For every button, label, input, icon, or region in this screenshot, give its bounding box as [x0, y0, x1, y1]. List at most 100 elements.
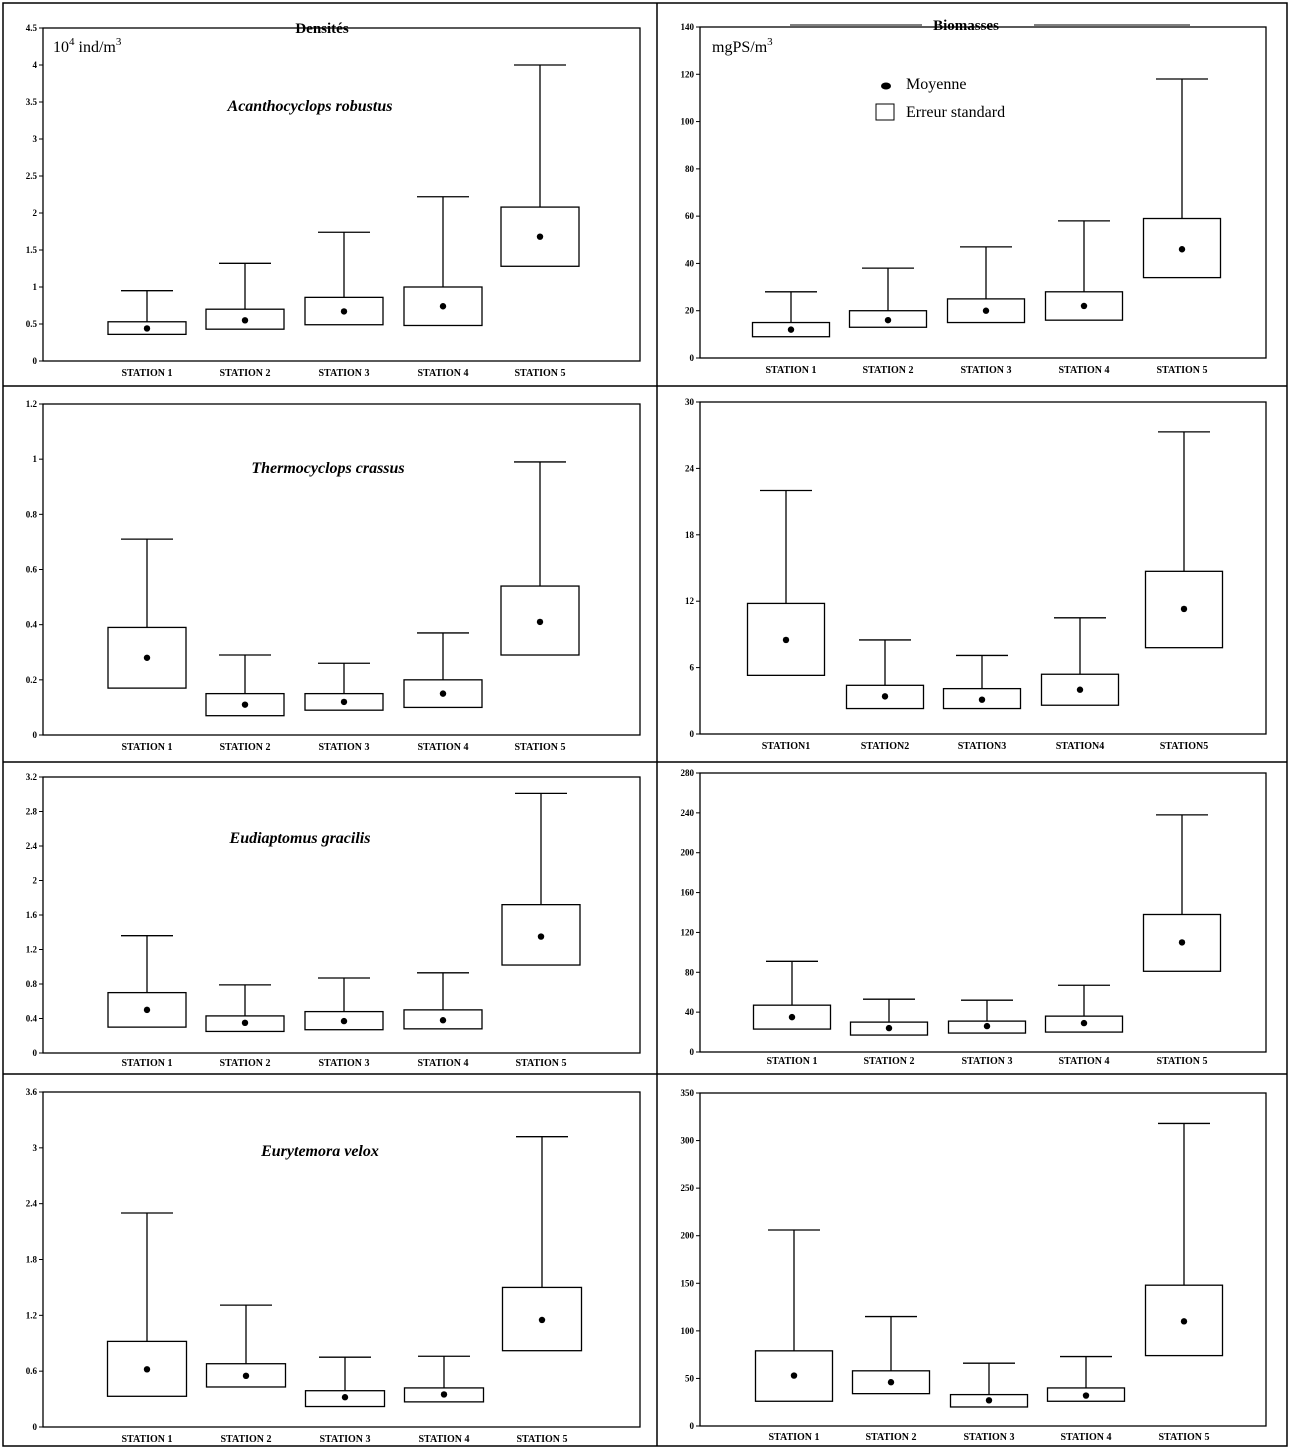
category-label: STATION 3: [318, 1058, 369, 1069]
mean-point: [536, 618, 544, 626]
y-tick-label: 100: [681, 117, 695, 127]
y-tick-label: 1.2: [26, 399, 38, 409]
mean-point: [1180, 605, 1188, 613]
species-title: Eudiaptomus gracilis: [229, 830, 371, 847]
category-label: STATION 4: [417, 368, 468, 379]
category-label: STATION 5: [514, 368, 565, 379]
category-label: STATION1: [762, 741, 811, 752]
y-tick-label: 40: [685, 258, 695, 268]
mean-point: [1076, 686, 1084, 693]
panel-densite-acanthocyclops: 0 0.5 1 1.5 2 2.5 3 3.5 4 4.5 STATION 1 STATION 2 ST…: [26, 23, 641, 379]
category-label: STATION 1: [766, 1056, 817, 1067]
category-label: STATION 4: [418, 1434, 469, 1445]
left-title-group: Densités: [148, 21, 540, 37]
panel-densite-eurytemora: 0 0.6 1.2 1.8 2.4 3 3.6 STATION 1 STATION 2 STATI…: [26, 1087, 641, 1445]
y-tick-label: 18: [685, 530, 695, 540]
category-label: STATION 5: [1156, 1056, 1207, 1067]
y-tick-label: 2: [33, 876, 38, 886]
mean-point: [884, 316, 892, 324]
panel-densite-thermocyclops: 0 0.2 0.4 0.6 0.8 1 1.2 STATION 1 STATION 2 STATI…: [26, 399, 641, 753]
y-tick-label: 1.2: [26, 1310, 38, 1320]
y-tick-label: 1.2: [26, 945, 38, 955]
mean-point: [242, 1372, 250, 1380]
legend-mean-marker: [881, 82, 891, 90]
y-tick-label: 150: [681, 1278, 695, 1288]
category-label: STATION 3: [960, 365, 1011, 376]
category-label: STATION 1: [121, 1434, 172, 1445]
mean-point: [985, 1397, 993, 1404]
category-label: STATION 4: [1058, 365, 1109, 376]
legend-se-label: Erreur standard: [906, 104, 1005, 121]
category-label: STATION 5: [515, 1058, 566, 1069]
panel-biomasse-eurytemora: 0 50 100 150 200 250 300 350 STATION 1 STATION 2 S…: [681, 1088, 1267, 1443]
mean-point: [790, 1372, 798, 1379]
mean-point: [881, 693, 889, 700]
mean-point: [241, 317, 249, 324]
category-label: STATION 4: [1060, 1432, 1111, 1443]
mean-point: [782, 636, 790, 644]
category-label: STATION4: [1056, 741, 1105, 752]
y-tick-label: 0.6: [26, 565, 38, 575]
category-label: STATION 2: [863, 1056, 914, 1067]
legend: Moyenne Erreur standard: [875, 76, 1005, 121]
y-tick-label: 0: [690, 1421, 695, 1431]
mean-point: [241, 701, 249, 708]
mean-point: [440, 1391, 448, 1398]
mean-point: [439, 690, 447, 697]
mean-point: [1080, 302, 1088, 310]
mean-point: [537, 933, 545, 940]
category-label: STATION 3: [318, 742, 369, 753]
category-label: STATION 3: [318, 368, 369, 379]
mean-point: [1080, 1019, 1088, 1027]
mean-point: [143, 1006, 151, 1014]
mean-point: [885, 1024, 893, 1032]
y-tick-label: 0: [33, 356, 38, 366]
category-label: STATION 5: [1158, 1432, 1209, 1443]
y-tick-label: 160: [681, 888, 695, 898]
mean-point: [978, 696, 986, 703]
category-label: STATION 2: [865, 1432, 916, 1443]
y-tick-label: 60: [685, 211, 695, 221]
y-tick-label: 350: [681, 1088, 695, 1098]
y-tick-label: 1: [33, 282, 38, 292]
y-tick-label: 2.4: [26, 1199, 38, 1209]
plot-frame: [699, 1092, 1267, 1427]
plot-frame: [699, 401, 1267, 735]
species-title: Thermocyclops crassus: [251, 460, 404, 477]
species-title: Eurytemora velox: [260, 1143, 379, 1160]
category-label: STATION 2: [220, 1434, 271, 1445]
mean-point: [341, 1394, 349, 1401]
y-tick-label: 120: [681, 927, 695, 937]
category-label: STATION2: [861, 741, 910, 752]
y-tick-label: 0: [690, 353, 695, 363]
y-tick-label: 0.6: [26, 1366, 38, 1376]
y-tick-label: 0.2: [26, 675, 38, 685]
mean-point: [1178, 939, 1186, 946]
category-label: STATION 1: [765, 365, 816, 376]
species-title: Acanthocyclops robustus: [227, 98, 393, 115]
y-tick-label: 80: [685, 967, 695, 977]
y-tick-label: 50: [685, 1373, 695, 1383]
y-tick-label: 80: [685, 164, 695, 174]
mean-point: [787, 326, 795, 333]
category-label: STATION 4: [417, 742, 468, 753]
mean-point: [439, 303, 447, 310]
mean-point: [1178, 246, 1186, 253]
y-tick-label: 0: [33, 1422, 38, 1432]
y-tick-label: 1.6: [26, 910, 38, 920]
y-tick-label: 1.5: [26, 245, 38, 255]
y-tick-label: 200: [681, 848, 695, 858]
y-tick-label: 0.5: [26, 319, 38, 329]
category-label: STATION 2: [219, 1058, 270, 1069]
mean-point: [982, 307, 990, 314]
y-tick-label: 200: [681, 1231, 695, 1241]
right-title-group: Biomasses: [790, 18, 1190, 34]
standard-error-box: [107, 991, 187, 1028]
y-tick-label: 3.2: [26, 772, 38, 782]
panel-densite-eudiaptomus: 0 0.4 0.8 1.2 1.6 2 2.4 2.8 3.2 STATION 1 STATION …: [26, 772, 641, 1069]
right-column-title: Biomasses: [933, 18, 999, 34]
y-tick-label: 2: [33, 208, 38, 218]
category-label: STATION 5: [1156, 365, 1207, 376]
panel-biomasse-eudiaptomus: 0 40 80 120 160 200 240 280 STATION 1 STATION 2 ST…: [681, 768, 1267, 1067]
